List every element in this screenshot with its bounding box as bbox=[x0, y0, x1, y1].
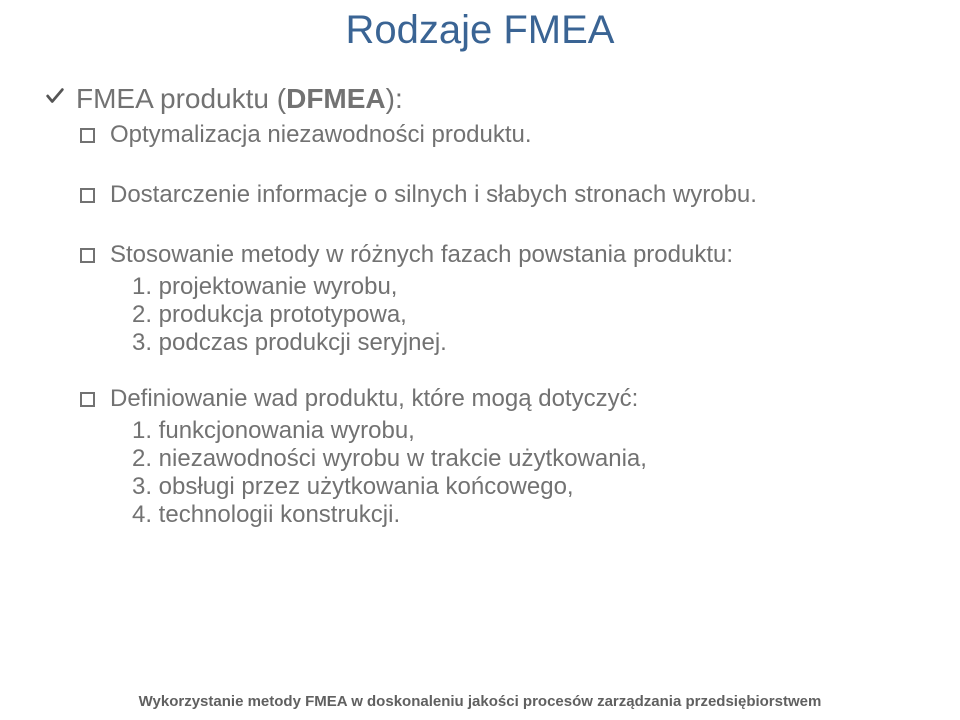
list-item: 1. funkcjonowania wyrobu, bbox=[40, 417, 920, 445]
lvl1-text-bold: DFMEA bbox=[286, 83, 386, 114]
lvl2-text: Dostarczenie informacje o silnych i słab… bbox=[110, 181, 757, 208]
square-icon bbox=[80, 128, 95, 143]
slide-content: FMEA produktu (DFMEA): Optymalizacja nie… bbox=[0, 53, 960, 529]
list-item: 2. produkcja prototypowa, bbox=[40, 301, 920, 329]
square-icon bbox=[80, 188, 95, 203]
lvl2-text: Definiowanie wad produktu, które mogą do… bbox=[110, 385, 638, 412]
lvl1-text-suffix: ): bbox=[386, 83, 403, 114]
lvl2-text: Stosowanie metody w różnych fazach powst… bbox=[110, 241, 733, 268]
bullet-lvl2: Definiowanie wad produktu, które mogą do… bbox=[40, 385, 920, 413]
list-item: 1. projektowanie wyrobu, bbox=[40, 273, 920, 301]
list-item: 3. podczas produkcji seryjnej. bbox=[40, 329, 920, 357]
lvl2-text: Optymalizacja niezawodności produktu. bbox=[110, 121, 532, 148]
spacer bbox=[40, 213, 920, 241]
square-icon bbox=[80, 392, 95, 407]
spacer bbox=[40, 357, 920, 385]
list-item: 4. technologii konstrukcji. bbox=[40, 501, 920, 529]
spacer bbox=[40, 153, 920, 181]
bullet-lvl2: Stosowanie metody w różnych fazach powst… bbox=[40, 241, 920, 269]
square-icon bbox=[80, 248, 95, 263]
list-item: 3. obsługi przez użytkowania końcowego, bbox=[40, 473, 920, 501]
lvl1-text-prefix: FMEA produktu ( bbox=[76, 83, 286, 114]
bullet-lvl2: Optymalizacja niezawodności produktu. bbox=[40, 121, 920, 149]
footer-text: Wykorzystanie metody FMEA w doskonaleniu… bbox=[0, 693, 960, 710]
bullet-lvl2: Dostarczenie informacje o silnych i słab… bbox=[40, 181, 920, 209]
check-icon bbox=[44, 85, 66, 107]
list-item: 2. niezawodności wyrobu w trakcie użytko… bbox=[40, 445, 920, 473]
slide-title: Rodzaje FMEA bbox=[0, 0, 960, 53]
bullet-lvl1: FMEA produktu (DFMEA): bbox=[40, 83, 920, 115]
